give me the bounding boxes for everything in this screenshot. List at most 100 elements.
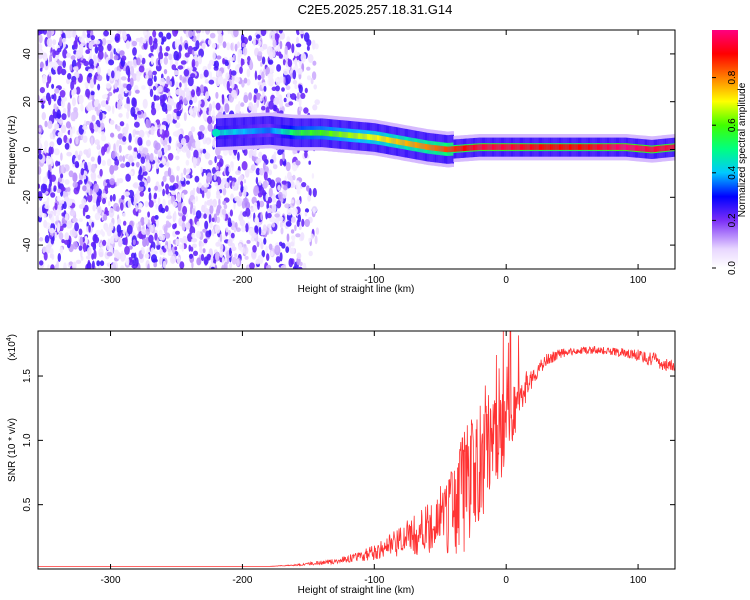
ridge-cell <box>282 128 285 135</box>
ridge-cell <box>579 144 581 150</box>
ridge-cell <box>222 129 224 136</box>
ridge-cell <box>631 144 634 151</box>
ridge-cell <box>470 144 472 151</box>
noise-speckle <box>297 266 303 269</box>
noise-speckle <box>191 89 195 98</box>
colorbar-tick-label: 0.2 <box>727 213 738 227</box>
noise-speckle <box>219 158 224 167</box>
noise-speckle <box>89 122 94 132</box>
noise-speckle <box>39 260 44 266</box>
noise-speckle <box>120 76 127 81</box>
ridge-cell <box>235 129 237 135</box>
noise-speckle <box>203 213 207 219</box>
ridge-cell <box>330 130 332 137</box>
ridge-cell <box>226 129 229 136</box>
ridge-cell <box>285 129 288 135</box>
ridge-cell <box>311 129 313 136</box>
ridge-cell <box>478 144 481 150</box>
noise-speckle <box>252 103 258 114</box>
ridge-cell <box>286 129 289 135</box>
ridge-cell <box>570 144 573 150</box>
noise-speckle <box>274 213 280 218</box>
noise-speckle <box>90 156 95 162</box>
noise-speckle <box>75 259 82 264</box>
noise-speckle <box>124 89 128 94</box>
ridge-cell <box>433 145 435 151</box>
noise-speckle <box>112 193 116 202</box>
noise-speckle <box>43 56 48 61</box>
ridge-cell <box>328 130 331 137</box>
ridge-cell <box>497 144 500 150</box>
noise-speckle <box>269 159 274 164</box>
noise-speckle <box>216 55 222 60</box>
noise-speckle <box>280 265 287 269</box>
noise-speckle <box>261 105 266 111</box>
noise-speckle <box>96 198 101 208</box>
noise-speckle <box>194 175 200 183</box>
ridge-cell <box>331 130 333 137</box>
noise-speckle <box>68 261 73 266</box>
ridge-cell <box>481 144 484 150</box>
noise-speckle <box>162 198 166 209</box>
ridge-cell <box>343 131 346 138</box>
noise-speckle <box>78 228 83 236</box>
noise-speckle <box>74 161 80 168</box>
ridge-cell <box>522 144 524 150</box>
noise-speckle <box>158 51 164 61</box>
noise-speckle <box>159 77 166 88</box>
noise-speckle <box>230 232 235 239</box>
ridge-cell <box>365 133 368 140</box>
noise-speckle <box>101 131 105 136</box>
ridge-cell <box>309 129 312 136</box>
noise-speckle <box>294 224 297 231</box>
noise-speckle <box>82 207 86 217</box>
ridge-cell <box>668 144 671 151</box>
noise-speckle <box>149 152 154 162</box>
noise-speckle <box>237 151 240 161</box>
ridge-cell <box>591 144 594 150</box>
noise-speckle <box>162 175 167 183</box>
noise-speckle <box>224 257 228 263</box>
noise-speckle <box>111 105 115 115</box>
noise-speckle <box>109 119 115 125</box>
noise-speckle <box>315 227 320 235</box>
ridge-cell <box>487 144 489 150</box>
ridge-cell <box>299 129 301 136</box>
noise-speckle <box>154 232 158 241</box>
x-tick-label: 100 <box>630 275 647 286</box>
ridge-cell <box>422 143 425 150</box>
ridge-cell <box>382 136 385 142</box>
noise-speckle <box>186 149 191 159</box>
noise-speckle <box>109 245 113 251</box>
ridge-cell <box>388 137 390 143</box>
noise-speckle <box>101 37 107 46</box>
noise-speckle <box>139 191 144 197</box>
noise-speckle <box>214 224 221 234</box>
noise-speckle <box>199 124 205 132</box>
ridge-cell <box>488 144 490 150</box>
ridge-cell <box>379 135 382 142</box>
noise-speckle <box>197 32 200 39</box>
noise-speckle <box>73 79 77 85</box>
noise-speckle <box>126 224 133 235</box>
noise-speckle <box>75 136 79 145</box>
noise-speckle <box>197 182 202 189</box>
ridge-cell <box>339 131 342 138</box>
noise-speckle <box>94 126 99 133</box>
ridge-cell <box>462 145 465 152</box>
noise-speckle <box>104 185 109 192</box>
ridge-cell <box>561 144 563 150</box>
ridge-cell <box>596 144 599 150</box>
noise-speckle <box>155 83 158 88</box>
noise-speckle <box>88 58 94 67</box>
noise-speckle <box>94 46 99 54</box>
noise-speckle <box>239 174 244 182</box>
noise-speckle <box>229 57 234 62</box>
ridge-cell <box>411 141 413 148</box>
ridge-cell <box>587 144 589 150</box>
ridge-cell <box>524 144 526 150</box>
noise-speckle <box>171 190 177 196</box>
noise-speckle <box>72 172 78 183</box>
noise-speckle <box>43 219 48 229</box>
noise-speckle <box>267 223 273 228</box>
